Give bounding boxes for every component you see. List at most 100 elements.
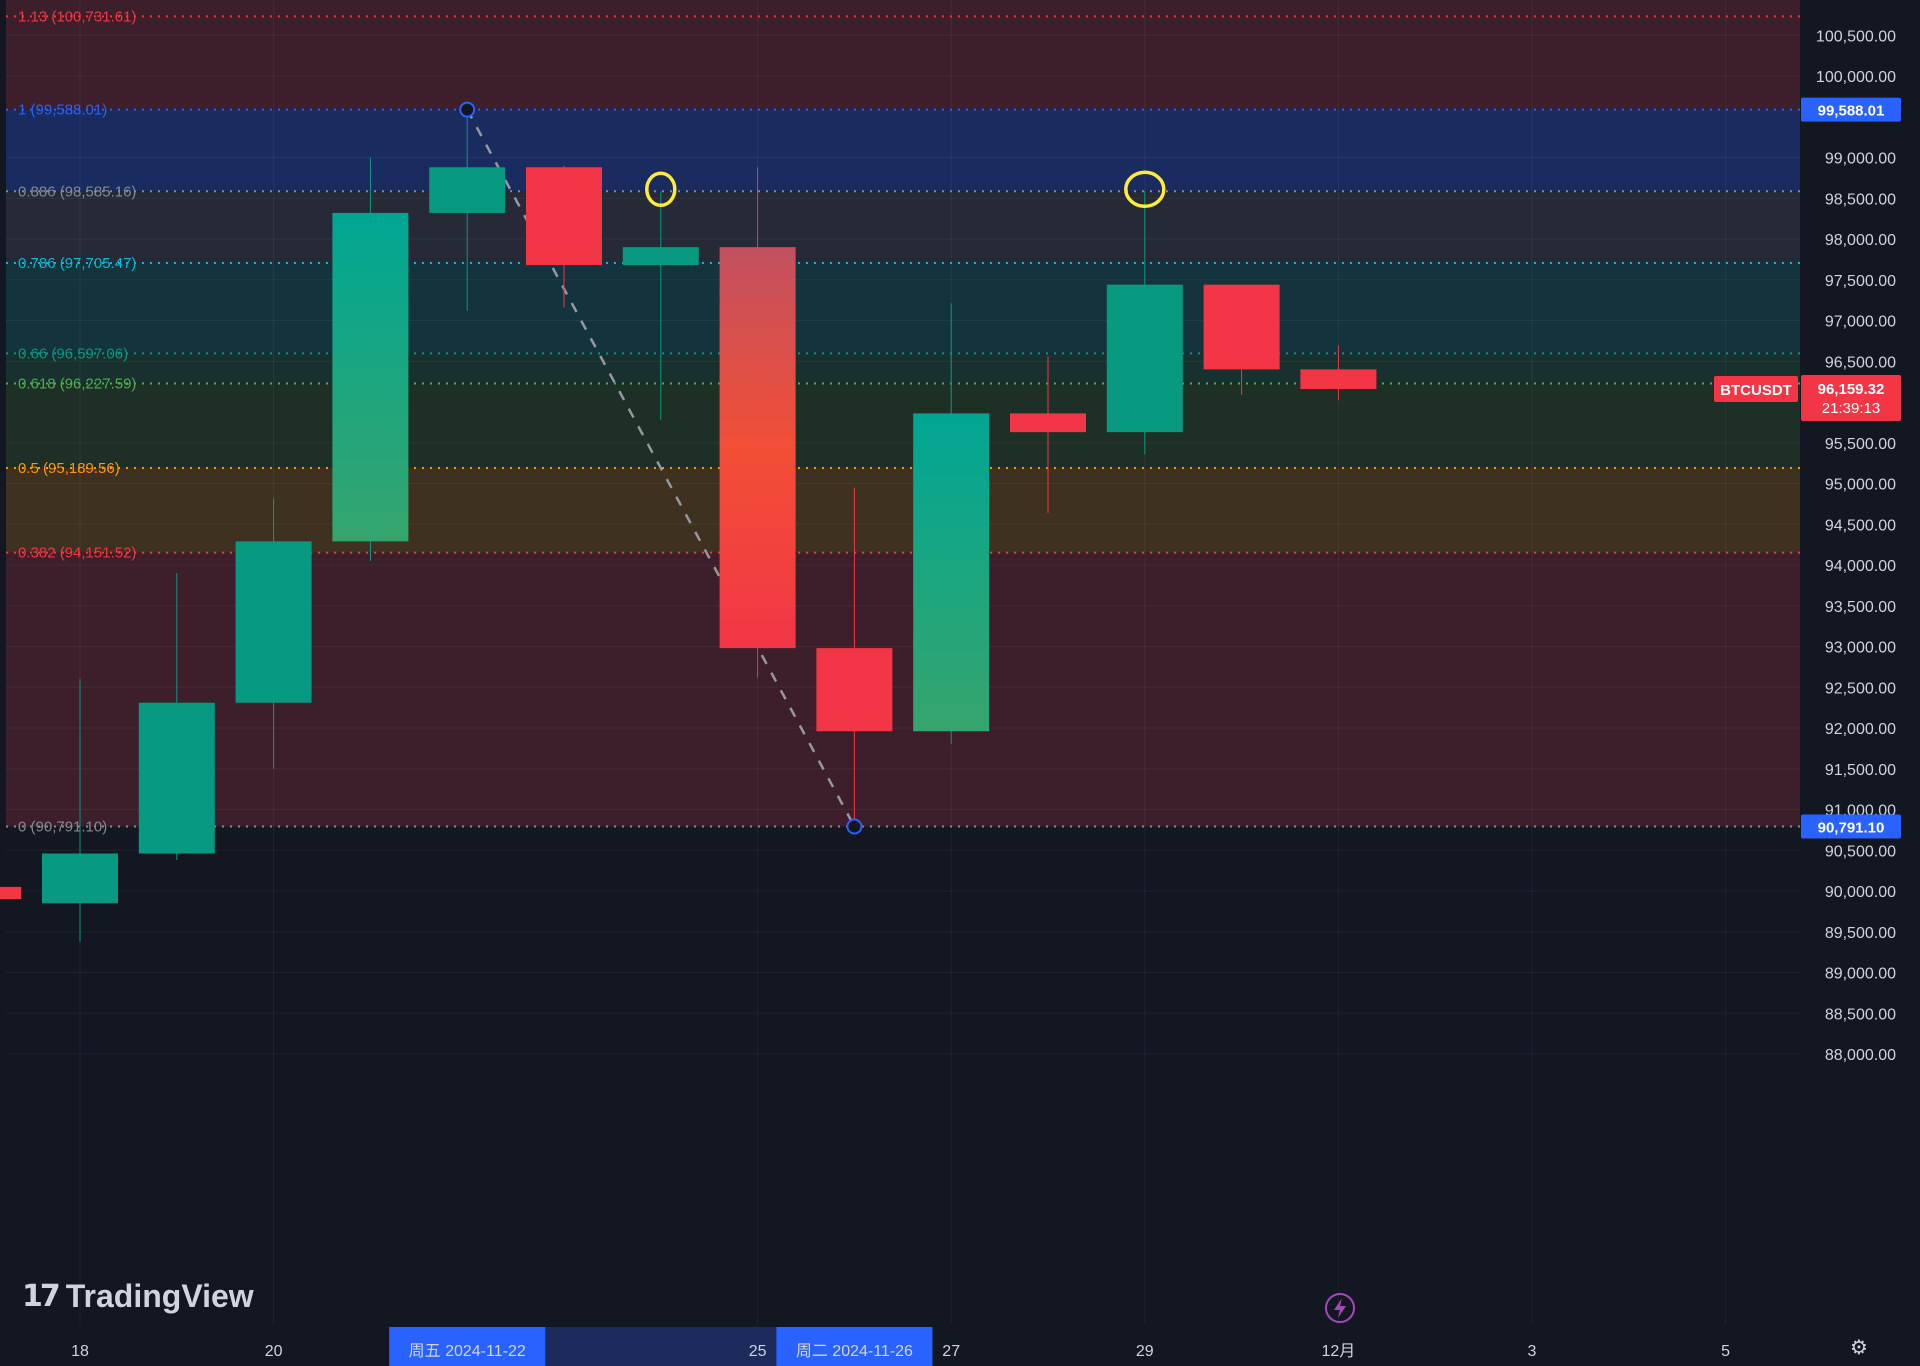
candle (429, 109, 506, 311)
date-highlight (776, 1327, 933, 1366)
annotation-circle (645, 171, 677, 208)
candle (235, 498, 312, 769)
price-tick-label: 96,500.00 (1825, 354, 1896, 371)
candle-body (1106, 284, 1183, 433)
candle (1300, 345, 1377, 401)
fib-band-0.786 (6, 263, 1800, 354)
candle (332, 157, 409, 561)
fib-band-0.66 (6, 353, 1800, 384)
lightning-icon (1325, 1293, 1355, 1323)
fib-level-label: 0.786 (97,705.47) (18, 255, 136, 272)
candle-body (1203, 284, 1280, 370)
fib-band-1.13 (6, 0, 1800, 110)
symbol-tag-label: BTCUSDT (1720, 382, 1792, 399)
candle-body (913, 413, 990, 732)
fib-trend-line (466, 108, 856, 828)
fib-level-label: 0.382 (94,151.52) (18, 545, 136, 562)
candle-body (816, 648, 893, 732)
time-tick-label: 12月 (1321, 1343, 1355, 1360)
date-highlight (389, 1327, 546, 1366)
last-price-label: 96,159.32 (1818, 381, 1885, 398)
candle-body (235, 541, 312, 703)
fib-band-0.886 (6, 191, 1800, 264)
fib-level-label: 0.66 (96,597.06) (18, 345, 128, 362)
price-tick-label: 91,500.00 (1825, 762, 1896, 779)
price-tick-label: 88,500.00 (1825, 1006, 1896, 1023)
price-tick-label: 97,000.00 (1825, 314, 1896, 331)
tradingview-watermark: 17 TradingView (22, 1278, 254, 1315)
candle (816, 487, 893, 827)
gear-icon[interactable]: ⚙ (1850, 1335, 1868, 1359)
fib-anchor-point (846, 818, 863, 835)
time-tick-label: 27 (942, 1343, 960, 1360)
price-tick-label: 90,500.00 (1825, 843, 1896, 860)
date-highlight-label: 周二 2024-11-26 (796, 1343, 913, 1360)
time-tick-label: 20 (265, 1343, 283, 1360)
fib-level-label: 0.5 (95,189.56) (18, 460, 120, 477)
time-tick-label: 3 (1528, 1343, 1537, 1360)
time-tick-label: 18 (71, 1343, 89, 1360)
candle-body (42, 853, 118, 904)
axis-price-tag-label: 99,588.01 (1818, 103, 1885, 120)
price-tick-label: 100,000.00 (1816, 69, 1896, 86)
price-axis (1800, 0, 1920, 1366)
candle (526, 165, 602, 308)
candle (1203, 284, 1280, 395)
candle-body (429, 167, 506, 213)
candle (719, 167, 796, 678)
candle (1106, 190, 1183, 455)
price-tick-label: 98,000.00 (1825, 232, 1896, 249)
price-tick-label: 92,500.00 (1825, 680, 1896, 697)
last-price-tag (1801, 375, 1901, 422)
price-tick-label: 93,500.00 (1825, 599, 1896, 616)
lightning-icon-ring (1325, 1293, 1355, 1323)
annotation-circle (1124, 170, 1166, 209)
candle (138, 573, 215, 861)
price-tick-label: 95,000.00 (1825, 477, 1896, 494)
candle (913, 303, 990, 745)
time-tick-label: 29 (1136, 1343, 1154, 1360)
date-highlight-label: 周五 2024-11-22 (409, 1343, 526, 1360)
fib-band-0.5 (6, 468, 1800, 553)
symbol-tag (1714, 376, 1798, 403)
time-tick-label: 5 (1721, 1343, 1730, 1360)
fib-level-label: 1 (99,588.01) (18, 102, 107, 119)
price-tick-label: 93,000.00 (1825, 640, 1896, 657)
candle-body (332, 212, 409, 542)
price-tick-label: 97,500.00 (1825, 273, 1896, 290)
fib-band-0.618 (6, 383, 1800, 469)
countdown-label: 21:39:13 (1822, 400, 1880, 417)
candle-body (719, 247, 796, 649)
axis-price-tag (1801, 97, 1901, 122)
candle-body (526, 167, 602, 266)
time-tick-label: 25 (749, 1343, 767, 1360)
candle (1010, 356, 1086, 513)
fib-level-label: 0 (90,791.10) (18, 819, 107, 836)
price-tick-label: 99,000.00 (1825, 151, 1896, 168)
fib-level-label: 0.886 (98,585.16) (18, 183, 136, 200)
candle-body (0, 886, 22, 900)
axis-price-tag-label: 90,791.10 (1818, 820, 1885, 837)
price-tick-label: 98,500.00 (1825, 191, 1896, 208)
price-tick-label: 88,000.00 (1825, 1047, 1896, 1064)
candle (622, 191, 699, 420)
time-axis (0, 1325, 1920, 1366)
price-tick-label: 95,500.00 (1825, 436, 1896, 453)
fib-band-1 (6, 109, 1800, 192)
candle-body (622, 247, 699, 266)
price-tick-label: 90,000.00 (1825, 884, 1896, 901)
price-tick-label: 89,500.00 (1825, 925, 1896, 942)
fib-anchor-point (459, 101, 476, 118)
fib-level-label: 0.618 (96,227.59) (18, 375, 136, 392)
tradingview-logo-icon: 17 (22, 1279, 61, 1314)
price-tick-label: 100,500.00 (1816, 28, 1896, 45)
price-tick-label: 92,000.00 (1825, 721, 1896, 738)
candle (42, 679, 118, 942)
price-tick-label: 89,000.00 (1825, 966, 1896, 983)
price-tick-label: 94,500.00 (1825, 517, 1896, 534)
fib-level-label: 1.13 (100,731.61) (18, 8, 136, 25)
candle-body (138, 702, 215, 854)
candle-body (1300, 369, 1377, 390)
axis-price-tag (1801, 814, 1901, 839)
